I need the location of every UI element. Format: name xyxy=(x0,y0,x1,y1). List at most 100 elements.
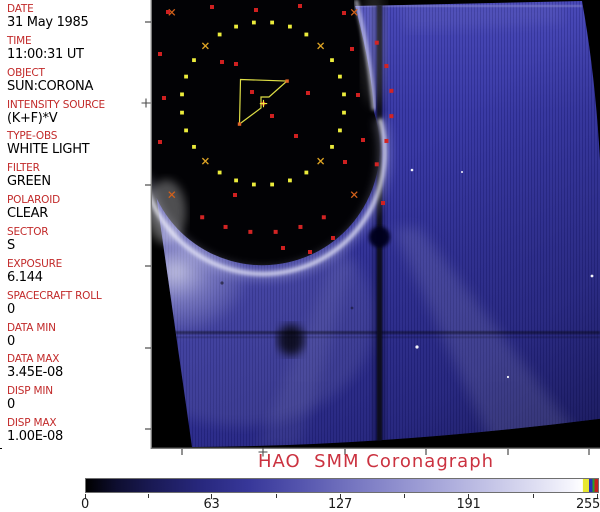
fiducial-dot xyxy=(251,20,256,25)
dust-blob xyxy=(277,324,305,356)
fiducial-dot xyxy=(251,182,256,187)
metadata-panel: DATE 31 May 1985 TIME 11:00:31 UT OBJECT SUN:… xyxy=(0,0,152,448)
fiducial-cross xyxy=(317,42,325,50)
fiducial-cross xyxy=(168,191,176,199)
image-frame xyxy=(141,0,600,457)
colorbar-tick-label: 127 xyxy=(328,497,352,512)
fiducial-dot xyxy=(158,52,162,56)
field-value: SUN:CORONA xyxy=(7,78,94,94)
fiducial-dot xyxy=(330,144,334,149)
fiducial-dot xyxy=(254,8,258,12)
fiducial-dot xyxy=(192,58,196,63)
colorbar-tick xyxy=(275,494,277,498)
field-value: WHITE LIGHT xyxy=(7,142,90,158)
field-label: TYPE-OBS xyxy=(7,130,58,143)
fiducial-dot xyxy=(374,40,379,45)
star-speck xyxy=(506,375,510,379)
field-value: 31 May 1985 xyxy=(7,15,89,30)
colorbar-tick xyxy=(85,494,86,499)
metadata-field: TIME 11:00:31 UT xyxy=(7,34,149,62)
field-label: POLAROID xyxy=(7,194,61,207)
occulter-region xyxy=(152,0,380,266)
field-label: DISP MIN xyxy=(7,385,53,398)
sun-center-marker xyxy=(259,99,268,108)
fiducial-dot xyxy=(281,246,285,250)
metadata-field: OBJECT SUN:CORONA xyxy=(7,66,149,94)
colorbar-tick xyxy=(339,494,341,499)
fiducial-dot xyxy=(321,215,326,220)
fiducial-dot xyxy=(338,128,342,133)
polygon-vertex-dot xyxy=(285,79,289,83)
fiducial-cross xyxy=(350,8,358,16)
fiducial-dot xyxy=(220,60,224,64)
fiducial-dot xyxy=(180,110,184,115)
metadata-field: DATE 31 May 1985 xyxy=(7,4,149,30)
fiducial-cross xyxy=(201,157,209,165)
fiducial-dot xyxy=(350,47,354,51)
field-value: 0 xyxy=(7,301,15,317)
fiducial-dot xyxy=(217,32,222,37)
field-value: 0 xyxy=(7,397,15,413)
field-label: TIME xyxy=(7,34,32,47)
pylon-blob xyxy=(369,226,390,248)
metadata-field: EXPOSURE 6.144 xyxy=(7,257,149,285)
fiducial-dot xyxy=(384,64,389,69)
colorbar-tick xyxy=(148,494,150,498)
solar-radius-ticks xyxy=(145,21,590,455)
star-speck xyxy=(461,171,463,173)
fiducial-dot xyxy=(338,74,342,79)
fiducial-dot xyxy=(184,74,188,79)
fiducial-dot xyxy=(192,144,196,149)
fiducial-dot xyxy=(270,114,274,118)
fiducial-dot xyxy=(180,92,184,97)
fiducial-cross xyxy=(201,42,209,50)
star-specks xyxy=(410,168,594,379)
colorbar-tick-label: 63 xyxy=(203,497,220,512)
field-label: OBJECT xyxy=(7,66,45,79)
colorbar-tick xyxy=(532,494,534,498)
field-value: 0 xyxy=(7,333,15,349)
colorbar-tick xyxy=(597,494,598,499)
fiducial-dot xyxy=(217,170,222,175)
metadata-field: DISP MIN 0 xyxy=(7,386,149,412)
metadata-field: SPACECRAFT ROLL 0 xyxy=(7,290,149,317)
fiducial-dot xyxy=(331,236,335,240)
fiducial-dot xyxy=(342,92,346,97)
fiducial-dot xyxy=(200,215,205,220)
fiducial-dot xyxy=(248,229,253,234)
fiducial-dot xyxy=(133,89,137,93)
fiducial-dot xyxy=(138,139,142,143)
fiducial-dot xyxy=(298,4,302,8)
metadata-field: FILTER GREEN xyxy=(7,163,149,189)
field-label: DISP MAX xyxy=(7,417,57,430)
field-label: DATA MIN xyxy=(7,321,56,334)
field-value: GREEN xyxy=(7,174,51,190)
fiducial-cross xyxy=(317,157,325,165)
fiducial-dot xyxy=(234,24,238,29)
fiducial-dots xyxy=(133,4,394,254)
metadata-field: DATA MIN 0 xyxy=(7,321,149,349)
fiducial-dot xyxy=(233,193,237,197)
fiducial-dot xyxy=(342,110,346,115)
fiducial-dot xyxy=(342,11,346,15)
colorbar-tick xyxy=(211,494,213,499)
fiducial-dot xyxy=(234,62,238,66)
fiducial-dot xyxy=(389,88,394,93)
metadata-field: INTENSITY SOURCE (K+F)*V xyxy=(7,99,149,126)
metadata-field: POLAROID CLEAR xyxy=(7,195,149,221)
fiducial-dot xyxy=(270,20,275,25)
metadata-field: SECTOR S xyxy=(7,226,149,253)
fiducial-dot xyxy=(384,138,389,143)
colorbar-tick xyxy=(404,494,406,498)
field-label: EXPOSURE xyxy=(7,257,63,270)
fiducial-dot xyxy=(162,96,166,100)
fiducial-dot xyxy=(133,114,137,118)
field-value: (K+F)*V xyxy=(7,110,58,126)
streamer xyxy=(257,262,353,447)
fiducial-dot xyxy=(138,64,142,68)
fiducial-dot xyxy=(273,229,278,234)
field-label: DATA MAX xyxy=(7,353,60,366)
fiducial-dot xyxy=(223,224,228,229)
